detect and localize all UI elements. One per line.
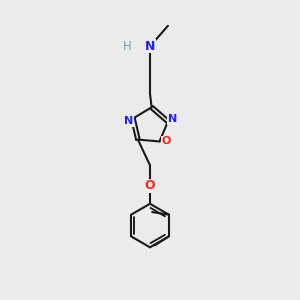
Text: N: N: [124, 116, 133, 126]
Text: O: O: [161, 136, 171, 146]
Text: N: N: [168, 114, 177, 124]
Text: N: N: [145, 40, 155, 53]
Text: H: H: [123, 40, 131, 53]
Text: O: O: [145, 179, 155, 192]
